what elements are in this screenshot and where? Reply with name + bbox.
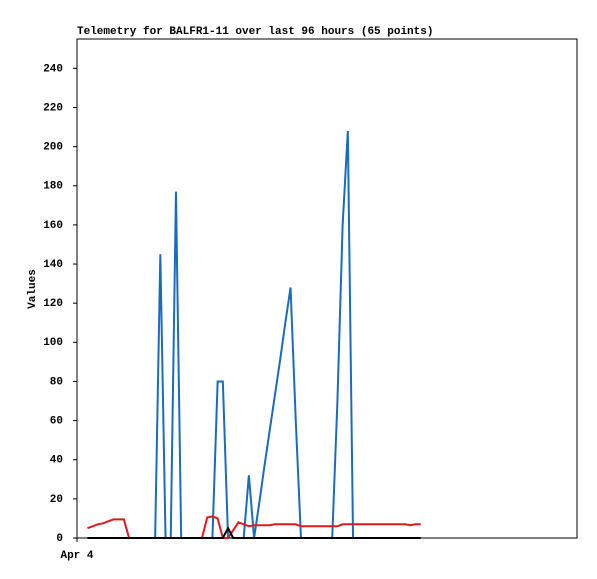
y-tick-label: 20 bbox=[50, 494, 63, 506]
y-tick-label: 100 bbox=[43, 337, 63, 349]
y-tick-label: 80 bbox=[50, 376, 63, 388]
y-tick-label: 220 bbox=[43, 102, 63, 114]
chart-title: Telemetry for BALFR1-11 over last 96 hou… bbox=[77, 26, 433, 38]
y-tick-label: 160 bbox=[43, 220, 63, 232]
y-tick-label: 0 bbox=[56, 533, 63, 545]
y-tick-label: 120 bbox=[43, 298, 63, 310]
plot-frame bbox=[76, 38, 578, 539]
y-axis-label: Values bbox=[27, 269, 39, 309]
y-tick-label: 40 bbox=[50, 455, 63, 467]
y-tick-label: 140 bbox=[43, 259, 63, 271]
x-tick-label: Apr 4 bbox=[60, 550, 93, 562]
y-tick-label: 60 bbox=[50, 415, 63, 427]
line-series bbox=[87, 130, 421, 539]
line-series bbox=[87, 526, 421, 539]
y-tick-label: 200 bbox=[43, 142, 63, 154]
y-tick-label: 240 bbox=[43, 63, 63, 75]
y-tick-label: 180 bbox=[43, 181, 63, 193]
